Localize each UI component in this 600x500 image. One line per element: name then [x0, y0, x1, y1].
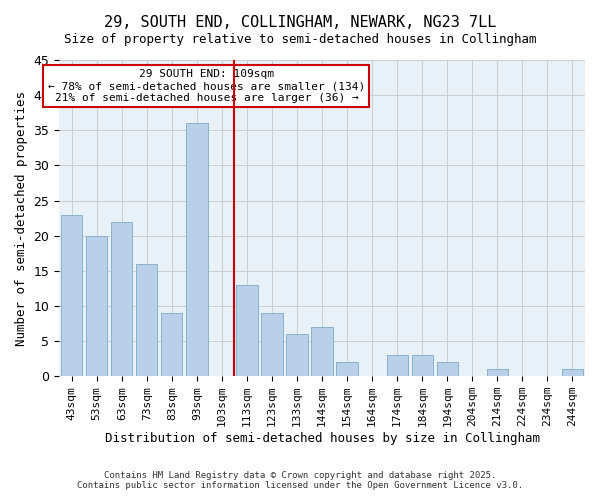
- Bar: [136, 264, 157, 376]
- Bar: [286, 334, 308, 376]
- Y-axis label: Number of semi-detached properties: Number of semi-detached properties: [15, 90, 28, 346]
- Text: Size of property relative to semi-detached houses in Collingham: Size of property relative to semi-detach…: [64, 32, 536, 46]
- Bar: [437, 362, 458, 376]
- Bar: [412, 355, 433, 376]
- Text: 29 SOUTH END: 109sqm
← 78% of semi-detached houses are smaller (134)
21% of semi: 29 SOUTH END: 109sqm ← 78% of semi-detac…: [48, 70, 365, 102]
- Bar: [562, 369, 583, 376]
- Bar: [61, 214, 82, 376]
- Bar: [311, 327, 333, 376]
- Text: 29, SOUTH END, COLLINGHAM, NEWARK, NG23 7LL: 29, SOUTH END, COLLINGHAM, NEWARK, NG23 …: [104, 15, 496, 30]
- Bar: [186, 123, 208, 376]
- Bar: [161, 313, 182, 376]
- Bar: [487, 369, 508, 376]
- Bar: [262, 313, 283, 376]
- Bar: [386, 355, 408, 376]
- Text: Contains HM Land Registry data © Crown copyright and database right 2025.
Contai: Contains HM Land Registry data © Crown c…: [77, 470, 523, 490]
- Bar: [337, 362, 358, 376]
- Bar: [236, 285, 257, 376]
- Bar: [86, 236, 107, 376]
- Bar: [111, 222, 133, 376]
- X-axis label: Distribution of semi-detached houses by size in Collingham: Distribution of semi-detached houses by …: [104, 432, 539, 445]
